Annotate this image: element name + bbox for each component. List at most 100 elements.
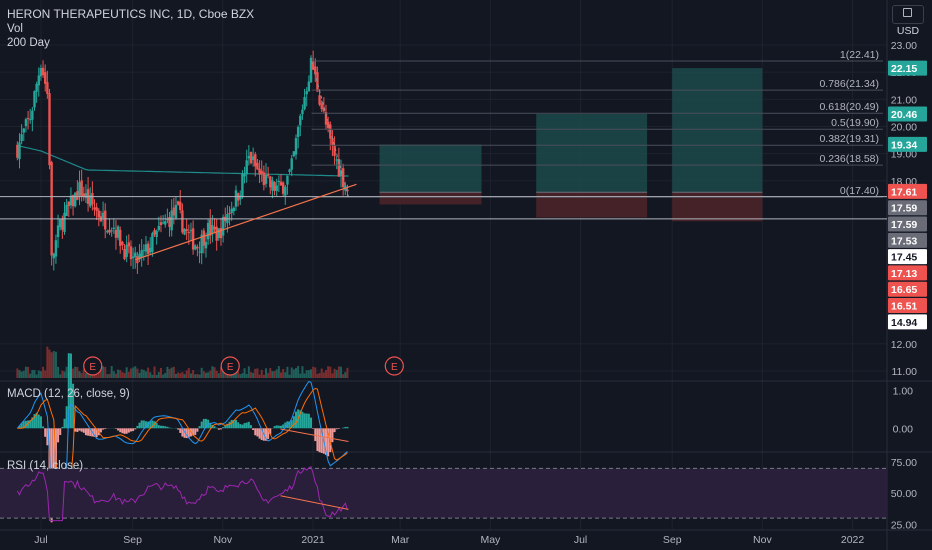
- macd-histogram-bar: [320, 428, 323, 453]
- candle-body: [67, 201, 70, 206]
- candle-body: [234, 190, 238, 207]
- macd-histogram-bar: [102, 428, 105, 430]
- candle-body: [71, 195, 75, 207]
- macd-histogram-bar: [196, 428, 199, 432]
- candle-body: [76, 191, 79, 200]
- macd-histogram-bar: [305, 413, 308, 429]
- macd-histogram-bar: [219, 428, 222, 430]
- volume-bar: [234, 371, 237, 378]
- macd-histogram-bar: [267, 428, 270, 439]
- volume-legend[interactable]: Vol: [7, 23, 23, 35]
- candle-body: [299, 115, 302, 126]
- macd-histogram-bar: [168, 427, 171, 429]
- price-tick-label: 20.00: [891, 122, 917, 134]
- rsi-legend[interactable]: RSI (14, close): [7, 460, 84, 472]
- candle-body: [29, 119, 32, 121]
- candle-body: [286, 175, 289, 185]
- macd-histogram-bar: [123, 428, 126, 434]
- candle-body: [262, 172, 266, 186]
- volume-bar: [322, 372, 325, 378]
- macd-histogram-bar: [117, 428, 120, 431]
- candle-body: [129, 246, 133, 260]
- fibonacci-retracement[interactable]: 1(22.41) 0.786(21.34) 0.618(20.49) 0.5(19.9…: [311, 49, 883, 198]
- volume-bars: [16, 346, 349, 378]
- candle-body: [33, 91, 36, 108]
- candle-body: [273, 182, 276, 191]
- volume-bar: [117, 369, 120, 378]
- volume-bar: [327, 366, 330, 378]
- drawn-lines[interactable]: [0, 183, 887, 261]
- earnings-marker: [220, 356, 240, 376]
- macd-histogram-bar: [325, 428, 328, 455]
- volume-bar: [219, 367, 222, 378]
- macd-tick-label: 1.00: [893, 386, 914, 398]
- macd-histogram-bar: [31, 417, 34, 429]
- position-zones[interactable]: [379, 68, 763, 222]
- volume-bar: [72, 368, 75, 378]
- volume-bar: [24, 366, 27, 378]
- earnings-label: E: [89, 362, 96, 373]
- candle-body: [284, 186, 287, 196]
- volume-bar: [172, 366, 175, 378]
- rsi-pane: [0, 465, 887, 522]
- volume-bar: [215, 370, 218, 378]
- macd-histogram-bar: [314, 428, 317, 442]
- volume-bar: [252, 372, 255, 378]
- price-badge-label: 20.46: [891, 109, 917, 121]
- macd-legend[interactable]: MACD (12, 26, close, 9): [7, 388, 130, 400]
- volume-bar: [211, 366, 214, 378]
- candle-body: [125, 244, 128, 257]
- candle-body: [243, 174, 246, 177]
- candle-body: [314, 66, 317, 74]
- volume-bar: [258, 374, 261, 378]
- symbol-title[interactable]: HERON THERAPEUTICS INC, 1D, Cboe BZX: [7, 7, 255, 21]
- macd-histogram-bar: [204, 418, 207, 429]
- macd-histogram-bar: [290, 420, 293, 429]
- volume-bar: [325, 370, 328, 378]
- volume-bar: [277, 366, 280, 378]
- trend-line: [135, 183, 357, 261]
- volume-bar: [61, 370, 64, 378]
- volume-bar: [262, 374, 265, 378]
- profit-zone: [536, 114, 648, 193]
- macd-histogram-bar: [333, 428, 336, 433]
- volume-bar: [80, 372, 83, 378]
- volume-bar: [138, 372, 141, 378]
- macd-histogram-bar: [194, 428, 197, 435]
- volume-bar: [224, 371, 227, 378]
- currency-selector[interactable]: USD: [892, 5, 924, 37]
- price-badges: 22.15 20.46 19.34 17.61 17.59 17.59 17.53 17.45…: [888, 60, 927, 330]
- ma-legend[interactable]: 200 Day: [7, 37, 50, 49]
- macd-histogram-bar: [74, 428, 77, 432]
- macd-histogram-bar: [222, 427, 225, 429]
- candle-body: [264, 175, 268, 184]
- candle-body: [37, 75, 40, 86]
- volume-bar: [37, 370, 40, 378]
- candle-body: [56, 225, 60, 238]
- volume-bar: [318, 373, 321, 378]
- price-badge: [888, 314, 927, 330]
- volume-bar: [187, 368, 190, 378]
- macd-histogram-bar: [18, 425, 21, 429]
- candle-body: [281, 182, 285, 194]
- candle-body: [254, 154, 257, 167]
- candle-body: [324, 112, 328, 125]
- price-badge: [888, 183, 927, 199]
- candle-body: [59, 219, 62, 228]
- volume-bar: [247, 366, 250, 378]
- volume-bar: [166, 366, 169, 378]
- volume-bar: [123, 372, 126, 378]
- volume-bar: [142, 369, 145, 378]
- candle-body: [149, 247, 152, 253]
- volume-bar: [344, 372, 347, 378]
- price-badge-label: 16.65: [891, 284, 917, 296]
- candle-body: [245, 160, 248, 175]
- volume-bar: [310, 369, 313, 378]
- volume-bar: [147, 367, 150, 378]
- macd-histogram-bar: [27, 420, 30, 429]
- macd-histogram-bar: [127, 428, 130, 433]
- time-axis[interactable]: Jul Sep Nov 2021 Mar May Jul Sep Nov 2022: [34, 534, 864, 546]
- candle-body: [151, 233, 154, 252]
